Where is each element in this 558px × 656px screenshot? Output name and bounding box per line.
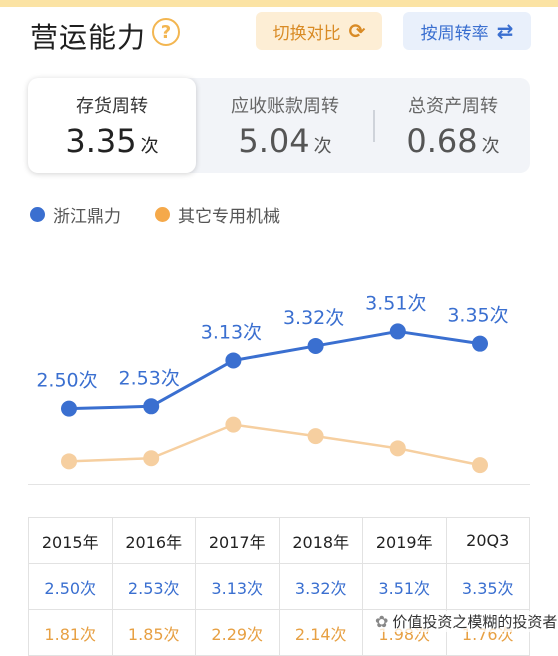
legend-label: 浙江鼎力 — [53, 207, 121, 227]
top-accent-bar — [0, 0, 558, 7]
metric-unit: 次 — [313, 136, 332, 157]
help-icon[interactable]: ? — [152, 18, 180, 46]
by-period-button[interactable]: 按周转率 ⇄ — [403, 12, 531, 50]
metric-tabs: 存货周转 3.35 次 应收账款周转 5.04 次 总资产周转 0.68 次 — [28, 78, 530, 173]
data-point — [225, 416, 242, 433]
legend-label: 其它专用机械 — [178, 207, 280, 227]
metric-number: 3.35 — [65, 122, 137, 160]
metric-label: 应收账款周转 — [231, 96, 339, 117]
refresh-icon: ⟳ — [348, 19, 366, 43]
tab-divider — [373, 110, 375, 142]
data-label: 2.53次 — [119, 367, 180, 389]
table-cell: 3.32次 — [278, 563, 363, 610]
turnover-line-chart: 2.50次 2.53次 3.13次 3.32次 3.51次 3.35次 — [36, 292, 509, 474]
data-label: 3.13次 — [201, 321, 262, 343]
data-label: 3.51次 — [365, 292, 426, 314]
data-point — [389, 323, 406, 340]
table-cell: 2.14次 — [278, 609, 363, 656]
table-cell: 3.35次 — [445, 563, 530, 610]
metric-label: 存货周转 — [76, 96, 148, 117]
metric-value: 5.04 次 — [202, 122, 368, 160]
data-point — [472, 335, 488, 352]
watermark: ✿ 价值投资之模糊的投资者 — [372, 611, 558, 632]
legend-item-industry[interactable]: 其它专用机械 — [155, 202, 280, 227]
data-point — [225, 352, 242, 369]
metric-number: 5.04 — [238, 122, 310, 160]
swap-arrows-icon: ⇄ — [496, 19, 514, 43]
data-point — [307, 428, 324, 445]
metric-unit: 次 — [140, 136, 159, 157]
table-header-row: 2015年 2016年 2017年 2018年 2019年 20Q3 — [28, 517, 530, 564]
tab-total-asset-turnover[interactable]: 总资产周转 0.68 次 — [378, 78, 528, 173]
data-point — [143, 450, 160, 467]
series-line-industry — [68, 423, 481, 467]
wechat-icon: ✿ — [375, 612, 389, 631]
data-point — [472, 457, 488, 474]
table-header-cell: 2015年 — [28, 517, 113, 564]
turnover-table: 2015年 2016年 2017年 2018年 2019年 20Q3 2.50次… — [28, 517, 530, 656]
table-header-cell: 2017年 — [195, 517, 280, 564]
switch-compare-button[interactable]: 切换对比 ⟳ — [256, 12, 382, 50]
page-title: 营运能力 — [30, 21, 147, 54]
data-point — [61, 453, 77, 470]
switch-compare-label: 切换对比 — [272, 23, 341, 44]
by-period-label: 按周转率 — [420, 23, 489, 44]
metric-label: 总资产周转 — [408, 96, 498, 117]
data-point — [389, 440, 406, 457]
metric-unit: 次 — [481, 136, 500, 157]
table-cell: 3.51次 — [362, 563, 447, 610]
tab-receivables-turnover[interactable]: 应收账款周转 5.04 次 — [202, 78, 368, 173]
table-header-cell: 2016年 — [111, 517, 196, 564]
table-row-company: 2.50次 2.53次 3.13次 3.32次 3.51次 3.35次 — [28, 563, 530, 610]
table-header-cell: 2018年 — [278, 517, 363, 564]
table-cell: 2.53次 — [111, 563, 196, 610]
series-line-company — [68, 329, 481, 411]
metric-value: 0.68 次 — [378, 122, 528, 160]
data-point — [143, 398, 160, 415]
data-point — [61, 400, 77, 417]
table-header-cell: 20Q3 — [445, 517, 530, 564]
tab-inventory-turnover[interactable]: 存货周转 3.35 次 — [28, 78, 196, 173]
metric-number: 0.68 — [406, 122, 478, 160]
data-point — [307, 337, 324, 354]
metric-value: 3.35 次 — [28, 122, 196, 160]
legend-dot-orange-icon — [155, 207, 170, 222]
table-cell: 2.29次 — [195, 609, 280, 656]
data-label: 3.35次 — [447, 305, 508, 327]
table-cell: 1.81次 — [28, 609, 113, 656]
table-cell: 3.13次 — [195, 563, 280, 610]
table-header-cell: 2019年 — [362, 517, 447, 564]
data-label: 3.32次 — [283, 307, 344, 329]
legend-item-company[interactable]: 浙江鼎力 — [30, 202, 121, 227]
watermark-text: 价值投资之模糊的投资者 — [392, 613, 558, 631]
table-cell: 2.50次 — [28, 563, 113, 610]
chart-baseline — [28, 484, 530, 485]
table-cell: 1.85次 — [111, 609, 196, 656]
data-label: 2.50次 — [36, 370, 97, 392]
legend-dot-blue-icon — [30, 207, 45, 222]
